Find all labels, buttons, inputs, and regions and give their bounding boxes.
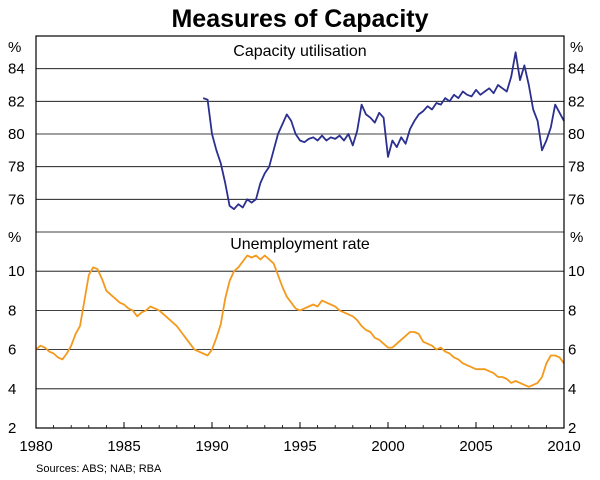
capacity-tick-labels: 76 76 78 78 80 80 82 82 84 84 (8, 61, 585, 209)
capacity-panel: Capacity utilisation % % 76 76 78 78 80 80 82 8… (8, 39, 585, 211)
capacity-y-tick-label-right: 84 (568, 61, 585, 78)
unemployment-y-tick-label-right: 6 (568, 342, 576, 359)
unemployment-tick-labels: 2 2 4 4 6 6 8 8 10 10 (8, 263, 585, 437)
unemployment-unit-left: % (8, 229, 21, 246)
x-tick-label: 2010 (547, 438, 580, 455)
capacity-y-tick-label-right: 80 (568, 126, 585, 143)
x-tick-label: 2005 (459, 438, 492, 455)
unemployment-gridlines (36, 231, 564, 429)
capacity-unit-left: % (8, 39, 21, 56)
unemployment-y-tick-label-left: 10 (8, 263, 25, 280)
unemployment-y-tick-label-right: 8 (568, 302, 576, 319)
unemployment-y-tick-label-right: 10 (568, 263, 585, 280)
chart-title: Measures of Capacity (171, 5, 428, 33)
unemployment-series-line (35, 254, 565, 388)
unemployment-panel-title: Unemployment rate (230, 236, 370, 253)
x-tick-label: 1995 (283, 438, 316, 455)
unemployment-panel: Unemployment rate % % 2 2 4 4 6 6 8 8 10 10 (8, 229, 585, 437)
capacity-y-tick-label-left: 84 (8, 61, 25, 78)
unemployment-y-tick-label-left: 8 (8, 302, 16, 319)
capacity-y-tick-label-right: 82 (568, 93, 585, 110)
capacity-unit-right: % (570, 39, 583, 56)
capacity-gridlines (36, 68, 564, 200)
capacity-series-line (202, 51, 565, 211)
x-tick-label: 2000 (371, 438, 404, 455)
capacity-y-tick-label-right: 76 (568, 191, 585, 208)
capacity-y-tick-label-left: 76 (8, 191, 25, 208)
capacity-y-tick-label-left: 78 (8, 159, 25, 176)
x-tick-label: 1985 (107, 438, 140, 455)
unemployment-y-tick-label-right: 2 (568, 420, 576, 437)
unemployment-series (35, 254, 565, 388)
unemployment-y-tick-label-left: 4 (8, 381, 16, 398)
capacity-y-tick-label-left: 80 (8, 126, 25, 143)
capacity-panel-title: Capacity utilisation (233, 43, 366, 60)
unemployment-y-tick-label-left: 2 (8, 420, 16, 437)
x-tick-label: 1980 (19, 438, 52, 455)
x-axis-tick-labels: 1980 1985 1990 1995 2000 2005 2010 (19, 422, 581, 455)
source-note: Sources: ABS; NAB; RBA (36, 463, 162, 475)
x-tick-label: 1990 (195, 438, 228, 455)
capacity-y-tick-label-right: 78 (568, 159, 585, 176)
unemployment-y-tick-label-right: 4 (568, 381, 576, 398)
unemployment-unit-right: % (570, 229, 583, 246)
capacity-y-tick-label-left: 82 (8, 93, 25, 110)
capacity-series (202, 51, 565, 211)
unemployment-y-tick-label-left: 6 (8, 342, 16, 359)
